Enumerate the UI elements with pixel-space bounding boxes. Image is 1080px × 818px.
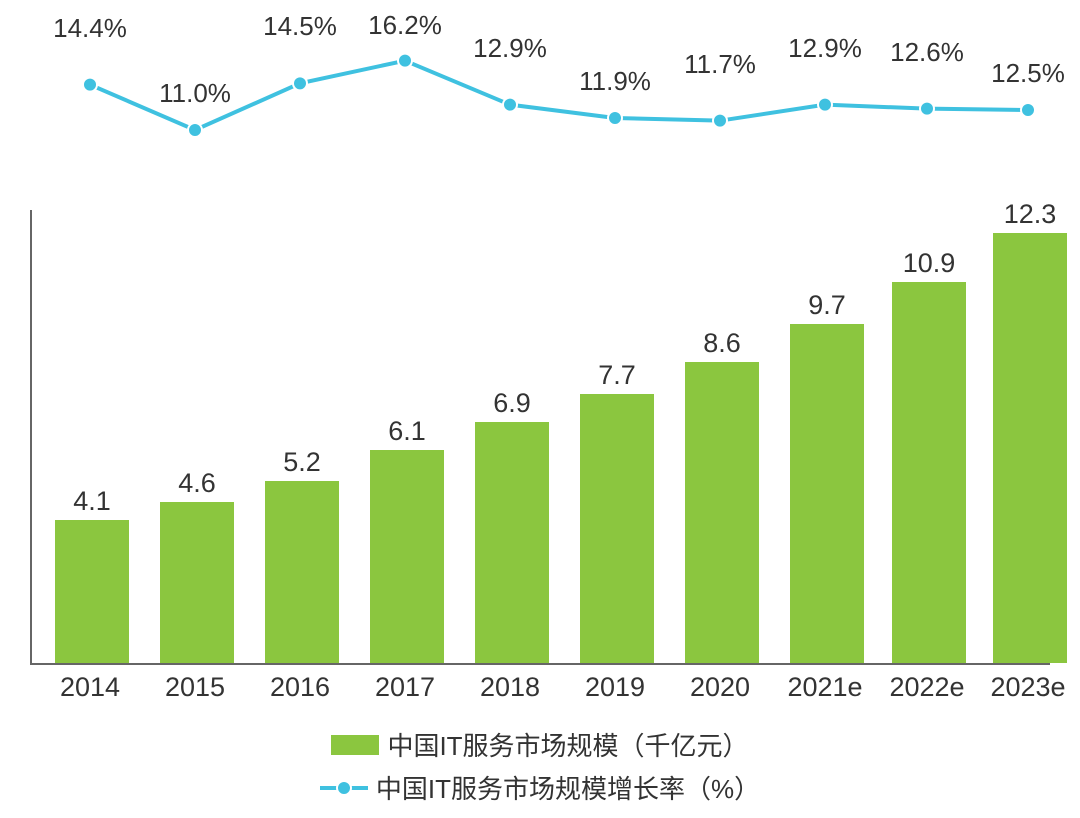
bar-group: 10.9 [892, 282, 966, 664]
bar-value-label: 6.1 [388, 416, 426, 447]
bar [580, 394, 654, 664]
line-marker [398, 54, 412, 68]
line-value-label: 11.9% [579, 66, 651, 97]
x-axis-label: 2015 [165, 672, 225, 703]
legend-swatch-bar-icon [331, 735, 379, 755]
line-marker [503, 98, 517, 112]
x-axis-label: 2020 [690, 672, 750, 703]
line-value-label: 14.4% [53, 13, 127, 44]
x-axis: 20142015201620172018201920202021e2022e20… [30, 672, 1050, 712]
bar-group: 6.9 [475, 422, 549, 664]
bar-group: 4.1 [55, 520, 129, 664]
x-axis-label: 2018 [480, 672, 540, 703]
legend-item-line: 中国IT服务市场规模增长率（%） [0, 769, 1080, 806]
bar [892, 282, 966, 664]
x-axis-label: 2019 [585, 672, 645, 703]
line-marker [188, 123, 202, 137]
bar [160, 502, 234, 663]
bar-value-label: 8.6 [703, 328, 741, 359]
bar [55, 520, 129, 664]
line-value-label: 12.9% [473, 33, 547, 64]
legend-item-bar: 中国IT服务市场规模（千亿元） [0, 726, 1080, 763]
bar-value-label: 9.7 [808, 290, 846, 321]
legend-bar-label: 中国IT服务市场规模（千亿元） [387, 726, 748, 763]
bar-value-label: 7.7 [598, 360, 636, 391]
chart-legend: 中国IT服务市场规模（千亿元） 中国IT服务市场规模增长率（%） [0, 720, 1080, 812]
line-marker [920, 102, 934, 116]
x-axis-label: 2017 [375, 672, 435, 703]
line-value-label: 12.6% [890, 37, 964, 68]
x-axis-label: 2014 [60, 672, 120, 703]
bar [265, 481, 339, 663]
bar [475, 422, 549, 664]
line-marker [1021, 103, 1035, 117]
line-marker [818, 98, 832, 112]
line-value-label: 12.5% [991, 58, 1065, 89]
bar [370, 450, 444, 664]
bar-group: 7.7 [580, 394, 654, 664]
bar-value-label: 4.1 [73, 486, 111, 517]
line-chart-area: 14.4% 11.0% 14.5% 16.2% 12.9% 11.9% 11.7% 12.9%… [30, 10, 1050, 170]
legend-swatch-line-icon [320, 778, 368, 798]
x-axis-label: 2023e [990, 672, 1065, 703]
bar-value-label: 4.6 [178, 468, 216, 499]
bar [685, 362, 759, 663]
bar-group: 12.3 [993, 233, 1067, 664]
bar-chart-area: 4.14.65.26.16.97.78.69.710.912.3 [30, 210, 1050, 665]
bar-group: 4.6 [160, 502, 234, 663]
chart-container: 14.4% 11.0% 14.5% 16.2% 12.9% 11.9% 11.7% 12.9%… [30, 10, 1050, 670]
bar-value-label: 10.9 [903, 248, 956, 279]
x-axis-label: 2016 [270, 672, 330, 703]
x-axis-label: 2022e [889, 672, 964, 703]
bar [993, 233, 1067, 664]
bar-value-label: 6.9 [493, 388, 531, 419]
bar-group: 5.2 [265, 481, 339, 663]
line-marker [293, 76, 307, 90]
bar-value-label: 12.3 [1004, 199, 1057, 230]
line-value-label: 16.2% [368, 10, 442, 41]
line-marker [83, 78, 97, 92]
line-marker [608, 111, 622, 125]
line-value-label: 11.7% [684, 49, 756, 80]
x-axis-label: 2021e [787, 672, 862, 703]
legend-line-label: 中国IT服务市场规模增长率（%） [376, 769, 760, 806]
line-value-label: 14.5% [263, 11, 337, 42]
bar-group: 6.1 [370, 450, 444, 664]
line-value-label: 11.0% [159, 78, 231, 109]
bar-group: 9.7 [790, 324, 864, 664]
line-marker [713, 114, 727, 128]
bar-group: 8.6 [685, 362, 759, 663]
bar [790, 324, 864, 664]
bar-value-label: 5.2 [283, 447, 321, 478]
line-value-label: 12.9% [788, 33, 862, 64]
